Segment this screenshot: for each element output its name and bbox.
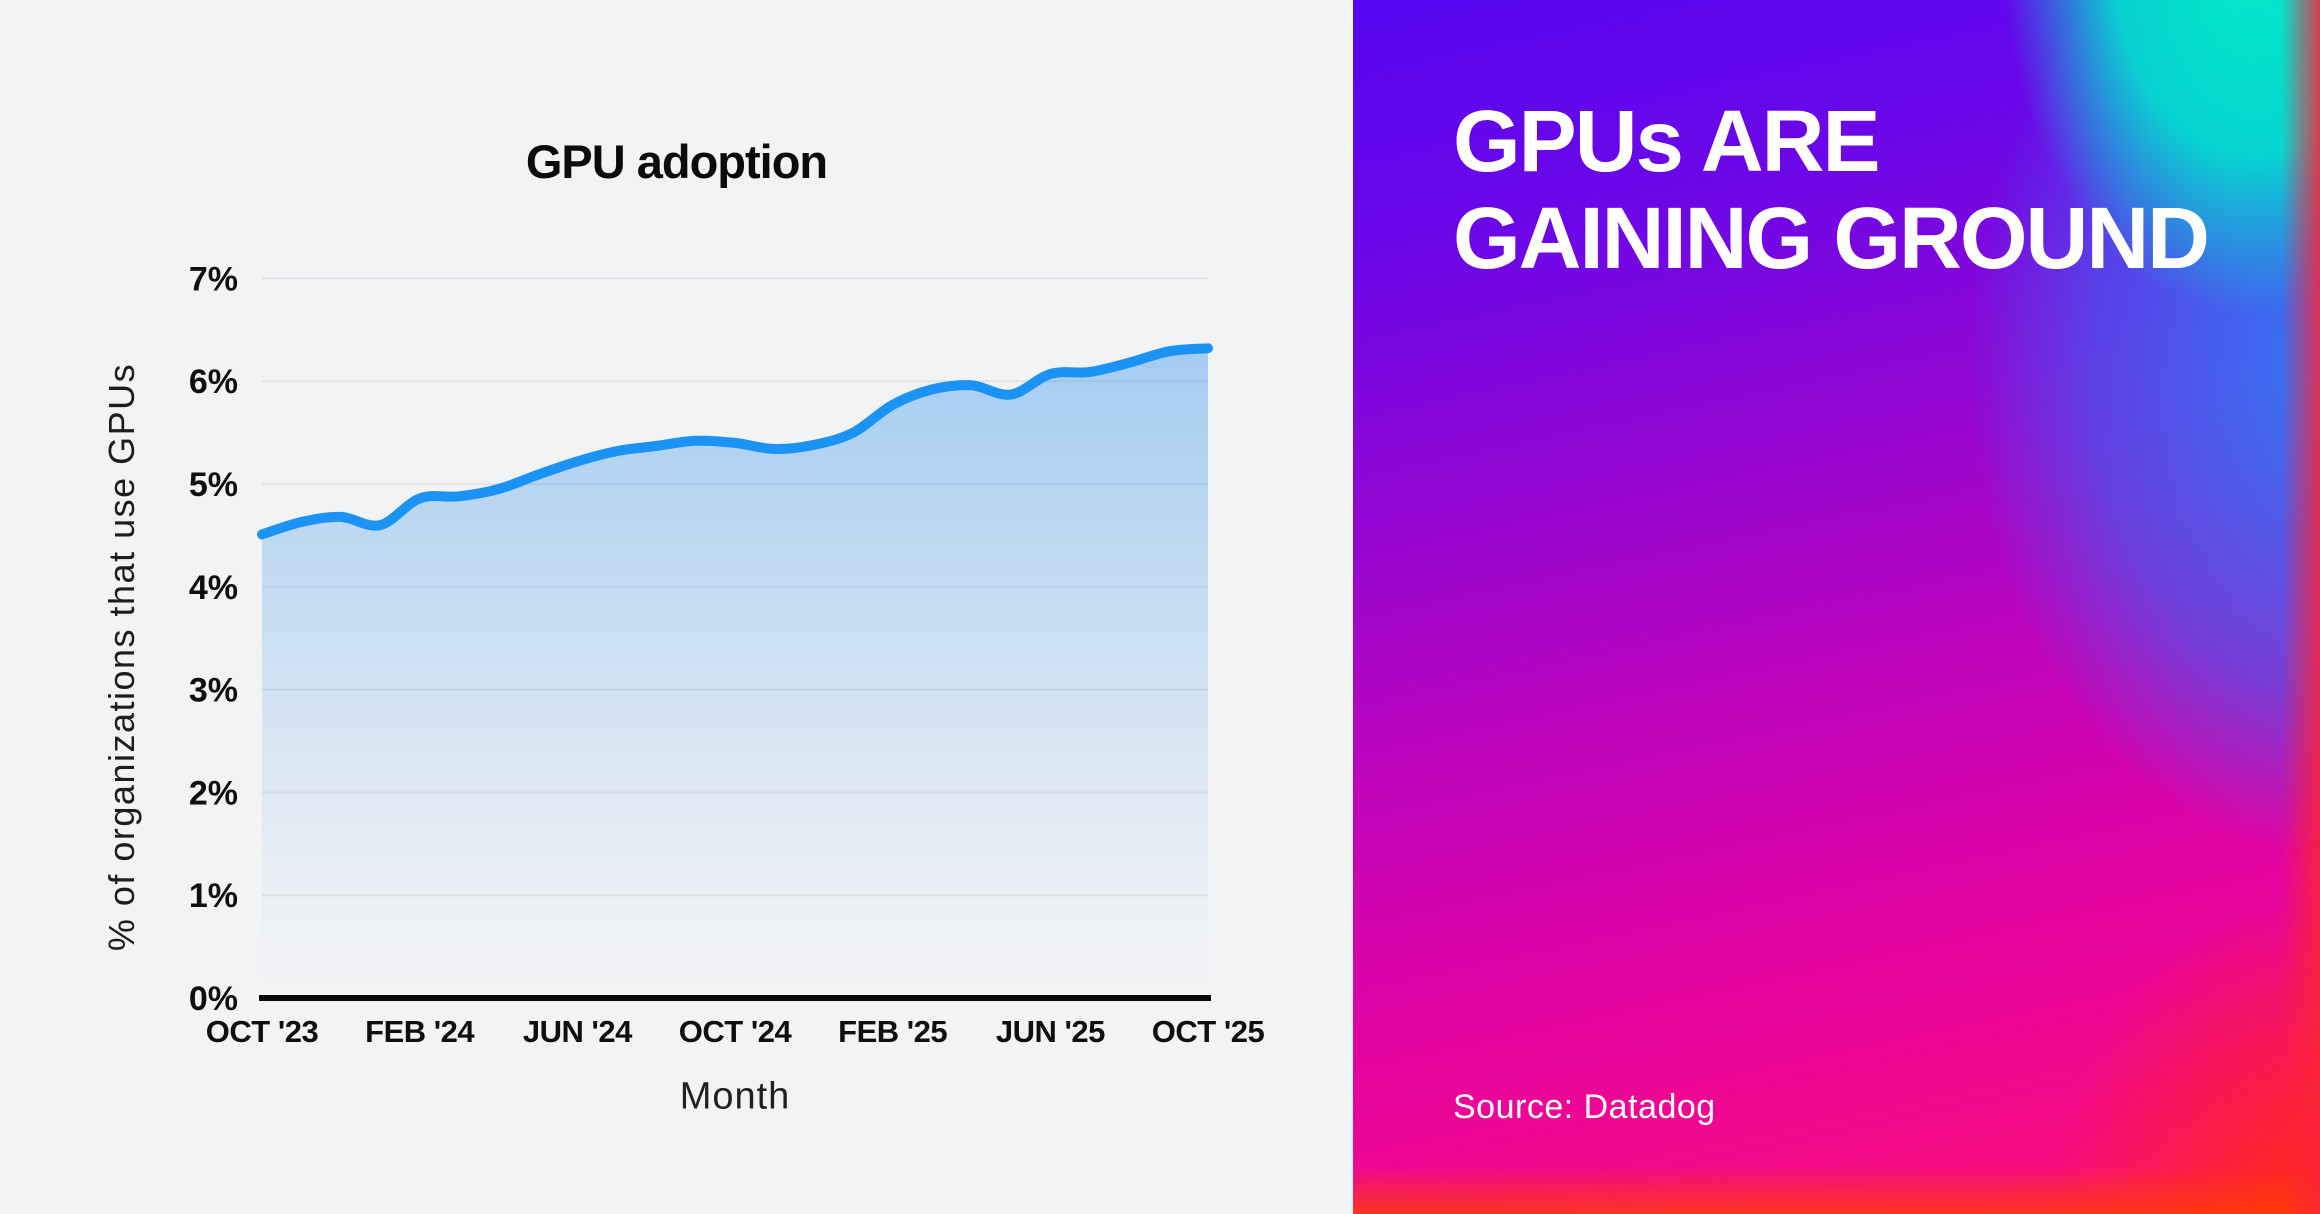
- x-tick-label: OCT '25: [1152, 1014, 1265, 1049]
- area-fill: [262, 348, 1208, 995]
- x-tick-label: OCT '23: [206, 1014, 319, 1049]
- x-tick-label: OCT '24: [679, 1014, 793, 1049]
- x-tick-label: FEB '24: [365, 1014, 475, 1049]
- headline: GPUs ARE GAINING GROUND: [1453, 93, 2210, 287]
- chart-title: GPU adoption: [525, 135, 828, 188]
- y-tick-label: 3%: [189, 672, 238, 710]
- y-tick-label: 5%: [189, 466, 238, 504]
- y-tick-label: 2%: [189, 774, 238, 812]
- gpu-adoption-line-chart: 0% 1% 2% 3% 4% 5% 6% 7% OCT '23 FEB '24 JUN '24 OCT…: [189, 260, 1265, 1049]
- x-tick-label: FEB '25: [838, 1014, 947, 1049]
- headline-line-2: GAINING GROUND: [1453, 190, 2210, 287]
- y-tick-label: 1%: [189, 877, 238, 915]
- y-tick-label: 4%: [189, 569, 238, 607]
- y-tick-label: 7%: [189, 260, 238, 298]
- y-tick-label: 6%: [189, 363, 238, 401]
- data-line: [257, 343, 1213, 540]
- y-axis-label: % of organizations that use GPUs: [101, 362, 142, 952]
- chart-panel: GPU adoption 0% 1% 2% 3% 4% 5% 6% 7% OCT '23 FEB …: [101, 135, 1265, 1118]
- headline-panel: GPUs ARE GAINING GROUND Source: Datadog: [1353, 0, 2320, 1214]
- x-tick-label: JUN '24: [523, 1014, 633, 1049]
- x-tick-label: JUN '25: [996, 1014, 1105, 1049]
- x-axis-label: Month: [679, 1075, 791, 1118]
- y-tick-label: 0%: [189, 980, 238, 1018]
- source-credit: Source: Datadog: [1453, 1088, 1716, 1126]
- headline-line-1: GPUs ARE: [1453, 93, 1881, 190]
